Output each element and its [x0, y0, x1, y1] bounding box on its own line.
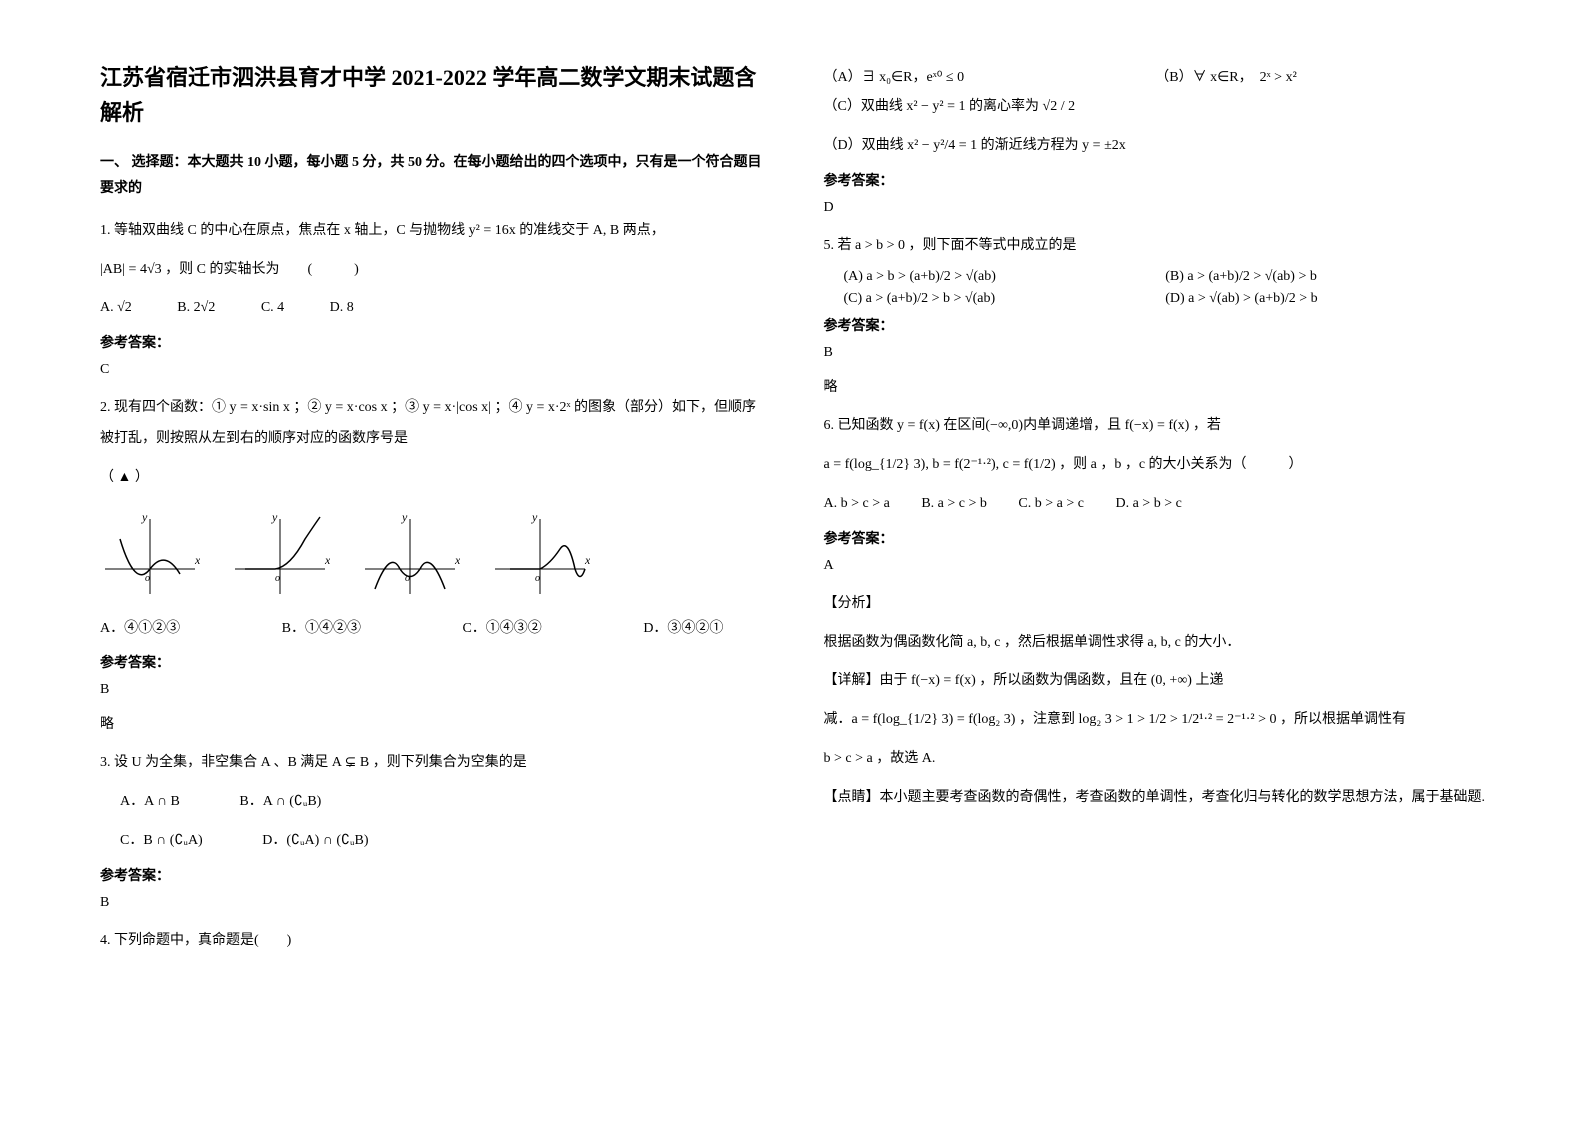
q2-graphs: x y o x y o x y o	[100, 509, 764, 599]
q3-stem: 3. 设 U 为全集，非空集合 A 、B 满足 A ⊊ B ，则下列集合为空集的…	[100, 748, 764, 779]
q5-a: (A) a > b > (a+b)/2 > √(ab)	[824, 269, 1166, 285]
q6-d: D. a > b > c	[1115, 496, 1181, 511]
q3-b: B．A ∩ (∁ᵤB)	[239, 794, 321, 809]
q4-stem: 4. 下列命题中，真命题是( )	[100, 926, 764, 957]
q1-options: A. √2 B. 2√2 C. 4 D. 8	[100, 293, 764, 324]
q5-c: (C) a > (a+b)/2 > b > √(ab)	[824, 291, 1166, 307]
q3-row2: C．B ∩ (∁ᵤA) D．(∁ᵤA) ∩ (∁ᵤB)	[100, 826, 764, 857]
q6-dianjing: 【点睛】本小题主要考查函数的奇偶性，考查函数的单调性，考查化归与转化的数学思想方…	[824, 783, 1488, 814]
q5-b: (B) a > (a+b)/2 > √(ab) > b	[1165, 269, 1487, 285]
q2-lue: 略	[100, 713, 764, 733]
graph-3: x y o	[360, 509, 460, 599]
q1-c: C. 4	[261, 300, 284, 315]
q5-stem: 5. 若 a > b > 0 ，则下面不等式中成立的是	[824, 231, 1488, 262]
q6-fenxi: 【分析】	[824, 589, 1488, 620]
q5-row1: (A) a > b > (a+b)/2 > √(ab) (B) a > (a+b…	[824, 269, 1488, 285]
graph-4: x y o	[490, 509, 590, 599]
q1-ans-label: 参考答案：	[100, 332, 764, 352]
q6-stem1: 6. 已知函数 y = f(x) 在区间(−∞,0)内单调递增，且 f(−x) …	[824, 411, 1488, 442]
svg-text:o: o	[535, 573, 540, 584]
q6-ans-label: 参考答案：	[824, 528, 1488, 548]
svg-text:y: y	[271, 510, 278, 524]
q2-stem: 2. 现有四个函数：① y = x·sin x ；② y = x·cos x ；…	[100, 393, 764, 455]
q6-xiangjie2: 减．a = f(log_{1/2} 3) = f(log₂ 3) ，注意到 lo…	[824, 705, 1488, 736]
q5-lue: 略	[824, 376, 1488, 396]
q6-c: C. b > a > c	[1018, 496, 1084, 511]
q6-options: A. b > c > a B. a > c > b C. b > a > c D…	[824, 489, 1488, 520]
section-1-head: 一、 选择题：本大题共 10 小题，每小题 5 分，共 50 分。在每小题给出的…	[100, 150, 764, 200]
q2-options: A．④①②③ B．①④②③ C．①④③② D．③④②①	[100, 614, 764, 645]
q6-b: B. a > c > b	[921, 496, 987, 511]
q4-row-ab: （A）∃ x₀∈R，eˣ⁰ ≤ 0 （B）∀ x∈R， 2ˣ > x²	[824, 66, 1488, 86]
q1-a: A. √2	[100, 300, 132, 315]
svg-text:o: o	[145, 573, 150, 584]
svg-text:o: o	[275, 573, 280, 584]
q4-ans: D	[824, 200, 1488, 216]
q3-c: C．B ∩ (∁ᵤA)	[120, 833, 203, 848]
graph-1: x y o	[100, 509, 200, 599]
q3-ans-label: 参考答案：	[100, 865, 764, 885]
q2-b: B．①④②③	[282, 621, 361, 636]
q3-d: D．(∁ᵤA) ∩ (∁ᵤB)	[262, 833, 368, 848]
q5-ans: B	[824, 345, 1488, 361]
q3-row1: A．A ∩ B B．A ∩ (∁ᵤB)	[100, 787, 764, 818]
q3-a: A．A ∩ B	[120, 794, 180, 809]
q3-ans: B	[100, 895, 764, 911]
svg-text:x: x	[194, 553, 200, 567]
q2-a: A．④①②③	[100, 621, 180, 636]
q6-a: A. b > c > a	[824, 496, 890, 511]
q2-mark: （ ▲ ）	[100, 463, 764, 494]
svg-text:x: x	[324, 553, 330, 567]
q2-c: C．①④③②	[462, 621, 541, 636]
q2-ans-label: 参考答案：	[100, 652, 764, 672]
q2-d: D．③④②①	[643, 621, 723, 636]
q4-c: （C）双曲线 x² − y² = 1 的离心率为 √2 / 2	[824, 92, 1488, 123]
q1-stem2: |AB| = 4√3 ，则 C 的实轴长为 ( )	[100, 255, 764, 286]
q1-ans: C	[100, 362, 764, 378]
svg-text:y: y	[531, 510, 538, 524]
q6-xiangjie3: b > c > a ，故选 A.	[824, 744, 1488, 775]
svg-text:y: y	[141, 510, 148, 524]
q1-b: B. 2√2	[177, 300, 215, 315]
q6-stem2: a = f(log_{1/2} 3), b = f(2⁻¹·²), c = f(…	[824, 450, 1488, 481]
q1-d: D. 8	[330, 300, 354, 315]
q1-stem-line1: 1. 等轴双曲线 C 的中心在原点，焦点在 x 轴上，C 与抛物线 y² = 1…	[100, 223, 665, 238]
svg-text:y: y	[401, 510, 408, 524]
q4-b: （B）∀ x∈R， 2ˣ > x²	[1155, 66, 1487, 86]
svg-text:o: o	[405, 573, 410, 584]
svg-text:x: x	[584, 553, 590, 567]
q4-ans-label: 参考答案：	[824, 170, 1488, 190]
q4-d: （D）双曲线 x² − y²/4 = 1 的渐近线方程为 y = ±2x	[824, 131, 1488, 162]
q6-xiangjie1: 【详解】由于 f(−x) = f(x) ，所以函数为偶函数，且在 (0, +∞)…	[824, 666, 1488, 697]
q4-a: （A）∃ x₀∈R，eˣ⁰ ≤ 0	[824, 66, 1156, 86]
q6-fenxi-detail: 根据函数为偶函数化简 a, b, c ，然后根据单调性求得 a, b, c 的大…	[824, 628, 1488, 659]
q5-ans-label: 参考答案：	[824, 315, 1488, 335]
q1-stem: 1. 等轴双曲线 C 的中心在原点，焦点在 x 轴上，C 与抛物线 y² = 1…	[100, 216, 764, 247]
exam-title: 江苏省宿迁市泗洪县育才中学 2021-2022 学年高二数学文期末试题含解析	[100, 60, 764, 130]
q6-ans: A	[824, 558, 1488, 574]
q2-ans: B	[100, 682, 764, 698]
q5-row2: (C) a > (a+b)/2 > b > √(ab) (D) a > √(ab…	[824, 291, 1488, 307]
q5-d: (D) a > √(ab) > (a+b)/2 > b	[1165, 291, 1487, 307]
svg-text:x: x	[454, 553, 460, 567]
graph-2: x y o	[230, 509, 330, 599]
